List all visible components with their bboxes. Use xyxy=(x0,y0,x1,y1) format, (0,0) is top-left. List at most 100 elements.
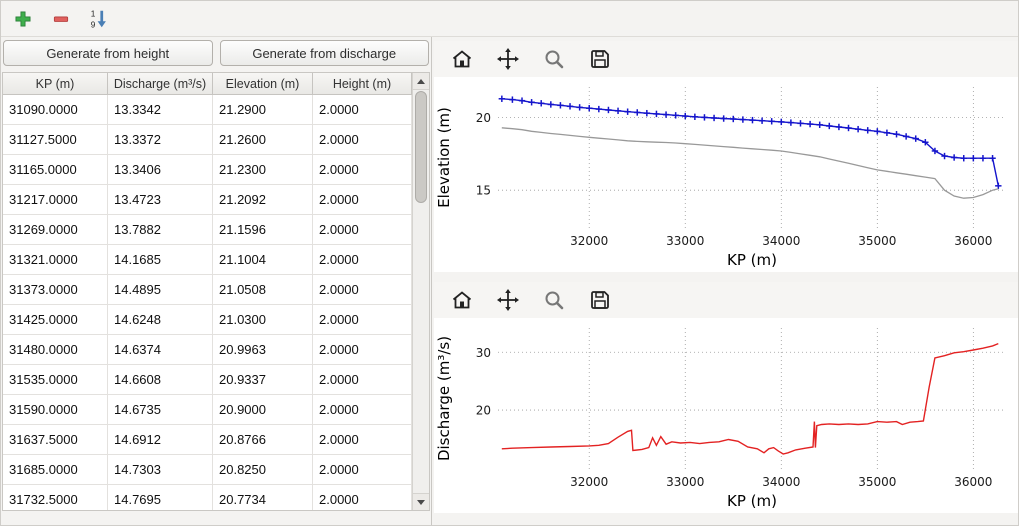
generate-from-discharge-button[interactable]: Generate from discharge xyxy=(219,40,429,66)
cell-kp[interactable]: 31535.0000 xyxy=(3,365,108,395)
triangle-down-icon xyxy=(417,499,425,505)
cell-elevation[interactable]: 21.2092 xyxy=(213,185,313,215)
cell-height[interactable]: 2.0000 xyxy=(313,365,412,395)
cell-height[interactable]: 2.0000 xyxy=(313,425,412,455)
cell-elevation[interactable]: 21.0508 xyxy=(213,275,313,305)
header-height[interactable]: Height (m) xyxy=(313,73,412,95)
cell-elevation[interactable]: 20.8250 xyxy=(213,455,313,485)
header-elevation[interactable]: Elevation (m) xyxy=(213,73,313,95)
cell-kp[interactable]: 31373.0000 xyxy=(3,275,108,305)
cell-elevation[interactable]: 21.1596 xyxy=(213,215,313,245)
cell-discharge[interactable]: 13.3342 xyxy=(108,95,213,125)
cell-height[interactable]: 2.0000 xyxy=(313,275,412,305)
cell-discharge[interactable]: 13.4723 xyxy=(108,185,213,215)
table-row[interactable]: 31090.0000 13.3342 21.2900 2.0000 xyxy=(3,95,412,125)
table-row[interactable]: 31165.0000 13.3406 21.2300 2.0000 xyxy=(3,155,412,185)
cell-elevation[interactable]: 20.9337 xyxy=(213,365,313,395)
cell-kp[interactable]: 31732.5000 xyxy=(3,485,108,510)
cell-height[interactable]: 2.0000 xyxy=(313,305,412,335)
cell-discharge[interactable]: 14.6912 xyxy=(108,425,213,455)
pan-button[interactable] xyxy=(492,43,524,75)
cell-discharge[interactable]: 14.7303 xyxy=(108,455,213,485)
cell-height[interactable]: 2.0000 xyxy=(313,125,412,155)
table-row[interactable]: 31127.5000 13.3372 21.2600 2.0000 xyxy=(3,125,412,155)
svg-text:1: 1 xyxy=(91,9,96,18)
table-row[interactable]: 31269.0000 13.7882 21.1596 2.0000 xyxy=(3,215,412,245)
cell-height[interactable]: 2.0000 xyxy=(313,485,412,510)
cell-elevation[interactable]: 21.2900 xyxy=(213,95,313,125)
cell-elevation[interactable]: 21.2300 xyxy=(213,155,313,185)
header-discharge[interactable]: Discharge (m³/s) xyxy=(108,73,213,95)
cell-kp[interactable]: 31425.0000 xyxy=(3,305,108,335)
home-button[interactable] xyxy=(446,43,478,75)
elevation-chart-canvas[interactable]: 32000 33000 34000 35000 36000 15 20 KP (m) Eleva… xyxy=(434,77,1018,272)
scrollbar-thumb[interactable] xyxy=(415,91,427,203)
table-row[interactable]: 31321.0000 14.1685 21.1004 2.0000 xyxy=(3,245,412,275)
discharge-chart-canvas[interactable]: 32000 33000 34000 35000 36000 20 30 KP (m) Disch… xyxy=(434,318,1018,513)
cell-discharge[interactable]: 14.6735 xyxy=(108,395,213,425)
table-row[interactable]: 31535.0000 14.6608 20.9337 2.0000 xyxy=(3,365,412,395)
header-kp[interactable]: KP (m) xyxy=(3,73,108,95)
table-row[interactable]: 31425.0000 14.6248 21.0300 2.0000 xyxy=(3,305,412,335)
cell-kp[interactable]: 31165.0000 xyxy=(3,155,108,185)
table-row[interactable]: 31685.0000 14.7303 20.8250 2.0000 xyxy=(3,455,412,485)
cell-discharge[interactable]: 14.4895 xyxy=(108,275,213,305)
x-axis-label: KP (m) xyxy=(727,492,777,510)
scroll-up-button[interactable] xyxy=(413,73,429,90)
remove-row-button[interactable] xyxy=(45,4,77,34)
save-button[interactable] xyxy=(584,43,616,75)
cell-elevation[interactable]: 20.9000 xyxy=(213,395,313,425)
generate-button-row: Generate from height Generate from disch… xyxy=(1,37,431,69)
add-row-button[interactable] xyxy=(7,4,39,34)
cell-kp[interactable]: 31321.0000 xyxy=(3,245,108,275)
save-button[interactable] xyxy=(584,284,616,316)
cell-kp[interactable]: 31269.0000 xyxy=(3,215,108,245)
cell-discharge[interactable]: 14.6248 xyxy=(108,305,213,335)
x-tick-label: 33000 xyxy=(666,475,704,489)
sort-button[interactable]: 1 9 xyxy=(83,4,115,34)
table-row[interactable]: 31590.0000 14.6735 20.9000 2.0000 xyxy=(3,395,412,425)
table-row[interactable]: 31637.5000 14.6912 20.8766 2.0000 xyxy=(3,425,412,455)
cell-discharge[interactable]: 13.3406 xyxy=(108,155,213,185)
cell-elevation[interactable]: 20.8766 xyxy=(213,425,313,455)
cell-height[interactable]: 2.0000 xyxy=(313,245,412,275)
cell-kp[interactable]: 31127.5000 xyxy=(3,125,108,155)
table-row[interactable]: 31217.0000 13.4723 21.2092 2.0000 xyxy=(3,185,412,215)
cell-discharge[interactable]: 14.6608 xyxy=(108,365,213,395)
scroll-down-button[interactable] xyxy=(413,493,429,510)
cell-kp[interactable]: 31685.0000 xyxy=(3,455,108,485)
zoom-button[interactable] xyxy=(538,284,570,316)
generate-from-height-button[interactable]: Generate from height xyxy=(3,40,213,66)
cell-height[interactable]: 2.0000 xyxy=(313,455,412,485)
cell-height[interactable]: 2.0000 xyxy=(313,95,412,125)
scrollbar-track[interactable] xyxy=(413,90,429,493)
cell-kp[interactable]: 31480.0000 xyxy=(3,335,108,365)
home-button[interactable] xyxy=(446,284,478,316)
cell-kp[interactable]: 31217.0000 xyxy=(3,185,108,215)
table-row[interactable]: 31480.0000 14.6374 20.9963 2.0000 xyxy=(3,335,412,365)
cell-kp[interactable]: 31637.5000 xyxy=(3,425,108,455)
zoom-button[interactable] xyxy=(538,43,570,75)
cell-kp[interactable]: 31590.0000 xyxy=(3,395,108,425)
table-row[interactable]: 31732.5000 14.7695 20.7734 2.0000 xyxy=(3,485,412,510)
pan-button[interactable] xyxy=(492,284,524,316)
cell-height[interactable]: 2.0000 xyxy=(313,185,412,215)
table-scrollbar[interactable] xyxy=(412,73,429,510)
cell-height[interactable]: 2.0000 xyxy=(313,215,412,245)
cell-kp[interactable]: 31090.0000 xyxy=(3,95,108,125)
cell-discharge[interactable]: 14.6374 xyxy=(108,335,213,365)
cell-height[interactable]: 2.0000 xyxy=(313,155,412,185)
cell-discharge[interactable]: 14.7695 xyxy=(108,485,213,510)
cell-elevation[interactable]: 20.7734 xyxy=(213,485,313,510)
y-axis-label: Discharge (m³/s) xyxy=(435,336,453,461)
cell-elevation[interactable]: 20.9963 xyxy=(213,335,313,365)
cell-elevation[interactable]: 21.2600 xyxy=(213,125,313,155)
cell-height[interactable]: 2.0000 xyxy=(313,395,412,425)
cell-height[interactable]: 2.0000 xyxy=(313,335,412,365)
table-row[interactable]: 31373.0000 14.4895 21.0508 2.0000 xyxy=(3,275,412,305)
cell-elevation[interactable]: 21.0300 xyxy=(213,305,313,335)
cell-elevation[interactable]: 21.1004 xyxy=(213,245,313,275)
cell-discharge[interactable]: 13.3372 xyxy=(108,125,213,155)
cell-discharge[interactable]: 14.1685 xyxy=(108,245,213,275)
cell-discharge[interactable]: 13.7882 xyxy=(108,215,213,245)
